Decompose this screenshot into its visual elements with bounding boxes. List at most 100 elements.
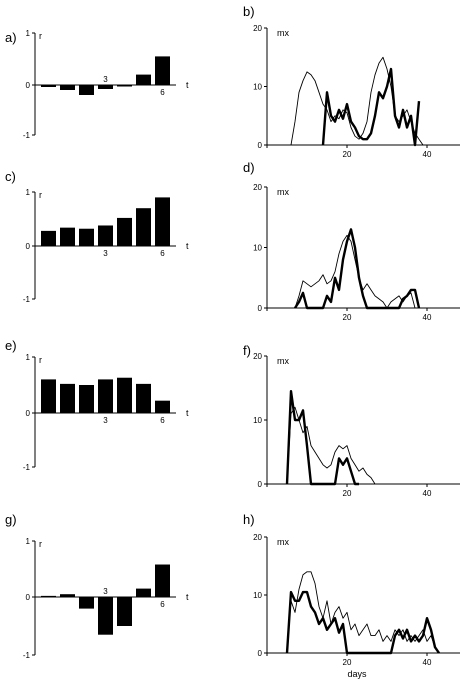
y-tick-label: 1 <box>26 353 31 362</box>
bar <box>155 197 170 246</box>
panel-label: f) <box>243 343 251 358</box>
y-tick-label: 0 <box>26 409 31 418</box>
x-tick-label: 3 <box>103 75 108 84</box>
x-tick-label: 20 <box>343 658 352 667</box>
y-tick-label: 1 <box>26 537 31 546</box>
panel-g: g) 1 0 -1 r t 3 6 <box>5 512 189 660</box>
x-axis-label: t <box>186 408 189 418</box>
x-tick-label: 6 <box>160 416 165 425</box>
y-axis-label: mx <box>277 187 289 197</box>
bar <box>41 379 56 413</box>
bar <box>136 383 151 413</box>
x-tick-label: 40 <box>423 658 432 667</box>
panel-c: c) 1 0 -1 r t 3 6 <box>5 169 189 304</box>
bar <box>136 588 151 597</box>
series-line-thin <box>294 234 416 309</box>
bar <box>41 85 56 87</box>
bar <box>98 85 113 89</box>
y-tick-label: 20 <box>253 533 262 542</box>
bar <box>117 85 132 87</box>
y-tick-label: 10 <box>253 591 262 600</box>
x-tick-label: 6 <box>160 249 165 258</box>
bar <box>136 74 151 85</box>
y-axis-label: mx <box>277 356 289 366</box>
x-tick-label: 3 <box>103 249 108 258</box>
bar <box>117 597 132 626</box>
series-line-thick <box>285 390 359 486</box>
bar <box>98 225 113 246</box>
bar <box>60 594 75 597</box>
y-tick-label: 10 <box>253 83 262 92</box>
x-tick-label: 40 <box>423 313 432 322</box>
y-tick-label: -1 <box>23 295 31 304</box>
panel-d: d) 0 10 20 20 40 mx <box>243 160 460 322</box>
bar <box>117 217 132 246</box>
x-axis-label: t <box>186 592 189 602</box>
bar <box>117 377 132 413</box>
bar <box>98 597 113 635</box>
y-tick-label: 0 <box>258 141 263 150</box>
x-tick-label: 20 <box>343 489 352 498</box>
bar <box>60 383 75 413</box>
panel-f: f) 0 10 20 20 40 mx <box>243 343 460 498</box>
bar <box>41 595 56 598</box>
bar <box>155 400 170 413</box>
panel-label: e) <box>5 338 17 353</box>
y-axis-label: r <box>39 539 42 549</box>
y-tick-label: 0 <box>258 304 263 313</box>
y-axis-label: r <box>39 31 42 41</box>
panel-e: e) 1 0 -1 r t 3 6 <box>5 338 189 472</box>
y-tick-label: 0 <box>26 81 31 90</box>
bar <box>60 227 75 246</box>
x-axis-label: days <box>347 669 367 679</box>
bar <box>79 385 94 413</box>
y-axis-label: r <box>39 355 42 365</box>
y-tick-label: 10 <box>253 416 262 425</box>
y-tick-label: -1 <box>23 131 31 140</box>
y-tick-label: -1 <box>23 651 31 660</box>
y-axis-label: mx <box>277 28 289 38</box>
panel-label: a) <box>5 30 17 45</box>
bar <box>155 564 170 597</box>
y-tick-label: 20 <box>253 24 262 33</box>
bar <box>41 230 56 246</box>
panel-label: c) <box>5 169 16 184</box>
x-axis-label: t <box>186 241 189 251</box>
bar <box>79 228 94 246</box>
y-tick-label: 1 <box>26 29 31 38</box>
x-tick-label: 6 <box>160 88 165 97</box>
y-axis-label: mx <box>277 537 289 547</box>
bar <box>79 85 94 95</box>
y-tick-label: 0 <box>26 593 31 602</box>
bar <box>155 56 170 85</box>
x-tick-label: 3 <box>103 416 108 425</box>
panel-b: b) 0 10 20 20 40 mx <box>243 4 460 159</box>
panel-label: b) <box>243 4 255 19</box>
y-tick-label: 20 <box>253 183 262 192</box>
y-axis-label: r <box>39 190 42 200</box>
y-tick-label: 0 <box>258 649 263 658</box>
bar <box>136 208 151 246</box>
panel-label: h) <box>243 512 255 527</box>
y-tick-label: 1 <box>26 188 31 197</box>
bar <box>79 597 94 609</box>
series-line-thick <box>285 590 440 655</box>
y-tick-label: 0 <box>26 242 31 251</box>
series-line-thin <box>286 571 440 654</box>
bar <box>98 379 113 413</box>
x-tick-label: 40 <box>423 489 432 498</box>
panel-a: a) 1 0 -1 r t 3 6 <box>5 29 189 140</box>
panel-label: d) <box>243 160 255 175</box>
y-tick-label: 0 <box>258 480 263 489</box>
series-line-thick <box>293 228 421 310</box>
panel-label: g) <box>5 512 17 527</box>
bar <box>60 85 75 90</box>
panel-h: h) 0 10 20 20 40 mx days <box>243 512 460 679</box>
y-tick-label: -1 <box>23 463 31 472</box>
x-tick-label: 6 <box>160 600 165 609</box>
y-tick-label: 10 <box>253 244 262 253</box>
y-tick-label: 20 <box>253 352 262 361</box>
series-line-thick <box>321 67 421 147</box>
x-tick-label: 20 <box>343 313 352 322</box>
